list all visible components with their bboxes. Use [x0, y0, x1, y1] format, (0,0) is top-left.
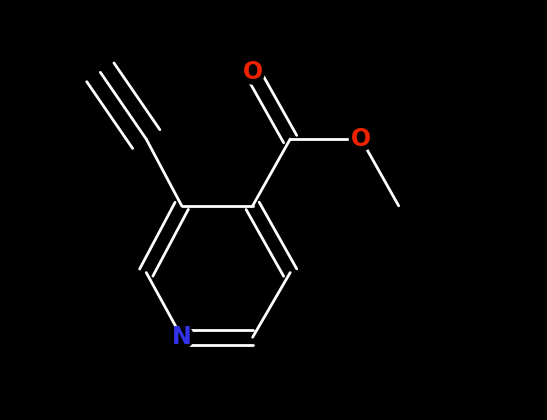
- Circle shape: [241, 60, 264, 84]
- Text: O: O: [242, 60, 263, 84]
- Text: N: N: [172, 325, 191, 349]
- Text: O: O: [351, 127, 371, 151]
- Circle shape: [350, 127, 373, 151]
- Circle shape: [170, 326, 194, 349]
